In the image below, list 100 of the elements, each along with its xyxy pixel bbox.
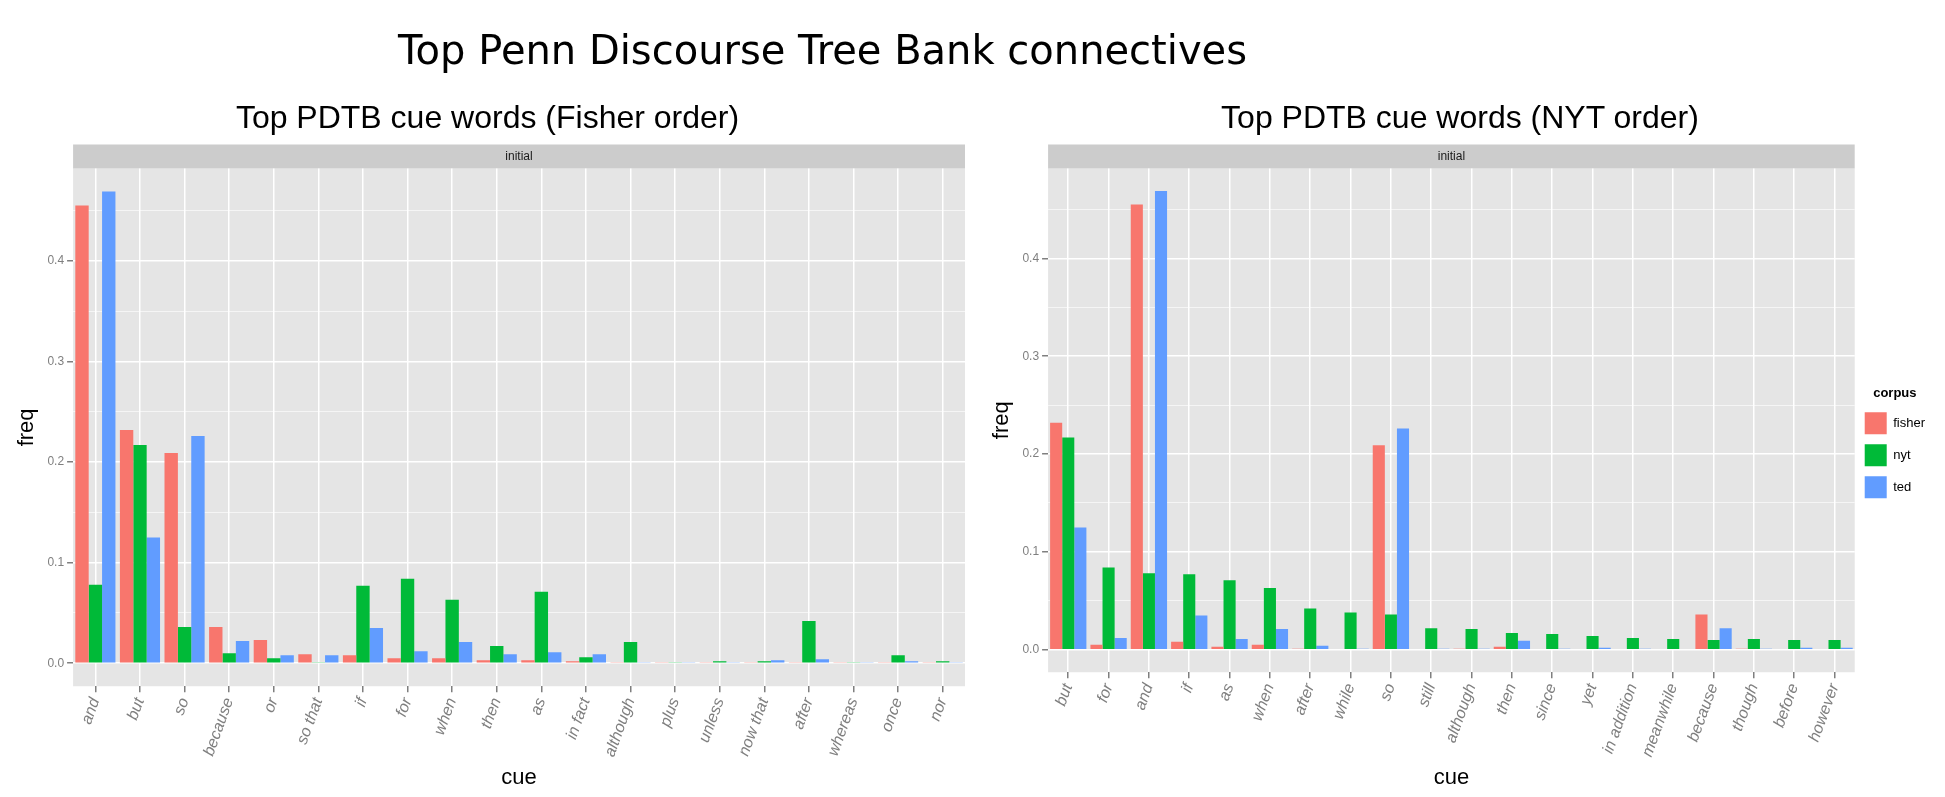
- chart-title: Top PDTB cue words (Fisher order): [235, 99, 740, 136]
- bar: [490, 646, 504, 663]
- bar: [1747, 638, 1760, 649]
- y-tick-label: 0.2: [47, 454, 65, 469]
- bar: [1517, 640, 1531, 649]
- legend-label: ted: [1893, 478, 1912, 494]
- bar: [164, 453, 178, 663]
- x-tick-label: so that: [292, 694, 326, 747]
- bar: [1171, 641, 1184, 649]
- x-tick-label: after: [1290, 680, 1318, 718]
- y-tick-label: 0.3: [1022, 348, 1040, 363]
- x-tick-label: unless: [694, 695, 727, 745]
- legend-title: corpus: [1873, 384, 1917, 400]
- bar: [102, 191, 116, 663]
- y-tick-label: 0.4: [47, 253, 65, 268]
- bar: [1719, 628, 1732, 649]
- bar: [75, 205, 89, 663]
- x-tick-label: then: [477, 695, 504, 731]
- bar: [1263, 588, 1276, 649]
- x-tick-label: although: [600, 695, 638, 759]
- bar: [1304, 608, 1317, 649]
- chart-subtitle: initial: [1437, 148, 1466, 163]
- bar: [1667, 638, 1680, 649]
- bar: [1707, 639, 1720, 649]
- bar: [1154, 190, 1168, 649]
- bar: [1211, 646, 1224, 649]
- x-tick-label: or: [259, 694, 281, 715]
- bar: [1372, 445, 1385, 649]
- x-tick-label: as: [1214, 681, 1237, 703]
- x-tick-label: for: [392, 694, 415, 719]
- bar: [1425, 628, 1438, 649]
- bar: [1074, 527, 1087, 649]
- y-tick-label: 0.2: [1022, 446, 1040, 461]
- bar: [1251, 644, 1264, 649]
- chart-subtitle: initial: [505, 148, 533, 163]
- bar: [1130, 204, 1143, 649]
- x-tick-label: if: [1177, 679, 1197, 695]
- bar: [356, 585, 370, 663]
- x-tick-label: now that: [734, 694, 772, 759]
- bar: [1828, 639, 1841, 649]
- bar: [891, 655, 905, 663]
- x-tick-label: when: [430, 695, 460, 738]
- bar: [534, 591, 549, 663]
- bar: [414, 651, 428, 663]
- bar: [1102, 567, 1115, 649]
- bar: [458, 642, 473, 663]
- legend-label: fisher: [1893, 414, 1926, 430]
- bar: [1626, 637, 1639, 649]
- bar: [1788, 639, 1801, 649]
- bar: [146, 537, 161, 663]
- bar: [177, 627, 192, 663]
- bar: [267, 658, 281, 663]
- x-tick-label: so: [169, 695, 192, 718]
- legend-label: nyt: [1893, 446, 1911, 462]
- bar: [1062, 437, 1075, 649]
- bar: [222, 653, 236, 663]
- bar: [325, 655, 339, 663]
- bar: [1396, 428, 1410, 649]
- bar: [1090, 644, 1103, 649]
- bar: [342, 655, 357, 663]
- x-tick-label: since: [1530, 681, 1560, 723]
- x-tick-label: as: [526, 695, 549, 718]
- bar: [1114, 637, 1127, 649]
- bar: [369, 628, 384, 663]
- bar: [1586, 635, 1599, 649]
- x-axis-title: cue: [1433, 763, 1470, 789]
- y-tick-label: 0.1: [1022, 544, 1040, 559]
- y-tick-label: 0.0: [47, 655, 65, 670]
- bar: [1546, 634, 1559, 649]
- bar: [623, 642, 638, 663]
- bar: [88, 584, 103, 663]
- bar: [298, 654, 312, 663]
- x-tick-label: but: [123, 694, 148, 723]
- bar: [521, 660, 535, 663]
- bar: [209, 627, 223, 663]
- bar: [1142, 573, 1155, 649]
- x-tick-label: before: [1769, 681, 1802, 730]
- y-tick-label: 0.4: [1022, 250, 1040, 265]
- y-tick-label: 0.3: [47, 353, 65, 368]
- x-tick-label: then: [1492, 681, 1519, 717]
- x-tick-label: but: [1051, 680, 1076, 708]
- y-tick-label: 0.0: [1022, 641, 1040, 656]
- bar: [1223, 580, 1236, 649]
- x-tick-label: when: [1247, 681, 1277, 723]
- chart-title: Top PDTB cue words (NYT order): [1221, 99, 1699, 136]
- x-tick-label: after: [788, 694, 817, 732]
- x-tick-label: so: [1376, 681, 1398, 703]
- bar: [1235, 638, 1248, 649]
- y-tick-label: 0.1: [47, 554, 65, 569]
- bar: [802, 620, 816, 663]
- bar: [119, 429, 134, 663]
- bar: [235, 641, 250, 663]
- bar: [1505, 633, 1518, 649]
- x-tick-label: though: [1728, 681, 1761, 733]
- text: Top Penn Discourse Tree Bank connectives: [397, 27, 1248, 73]
- bar: [1344, 612, 1357, 649]
- bar: [503, 654, 517, 663]
- x-tick-label: still: [1414, 680, 1439, 709]
- y-axis-title: freq: [988, 401, 1014, 440]
- x-tick-label: and: [77, 694, 103, 727]
